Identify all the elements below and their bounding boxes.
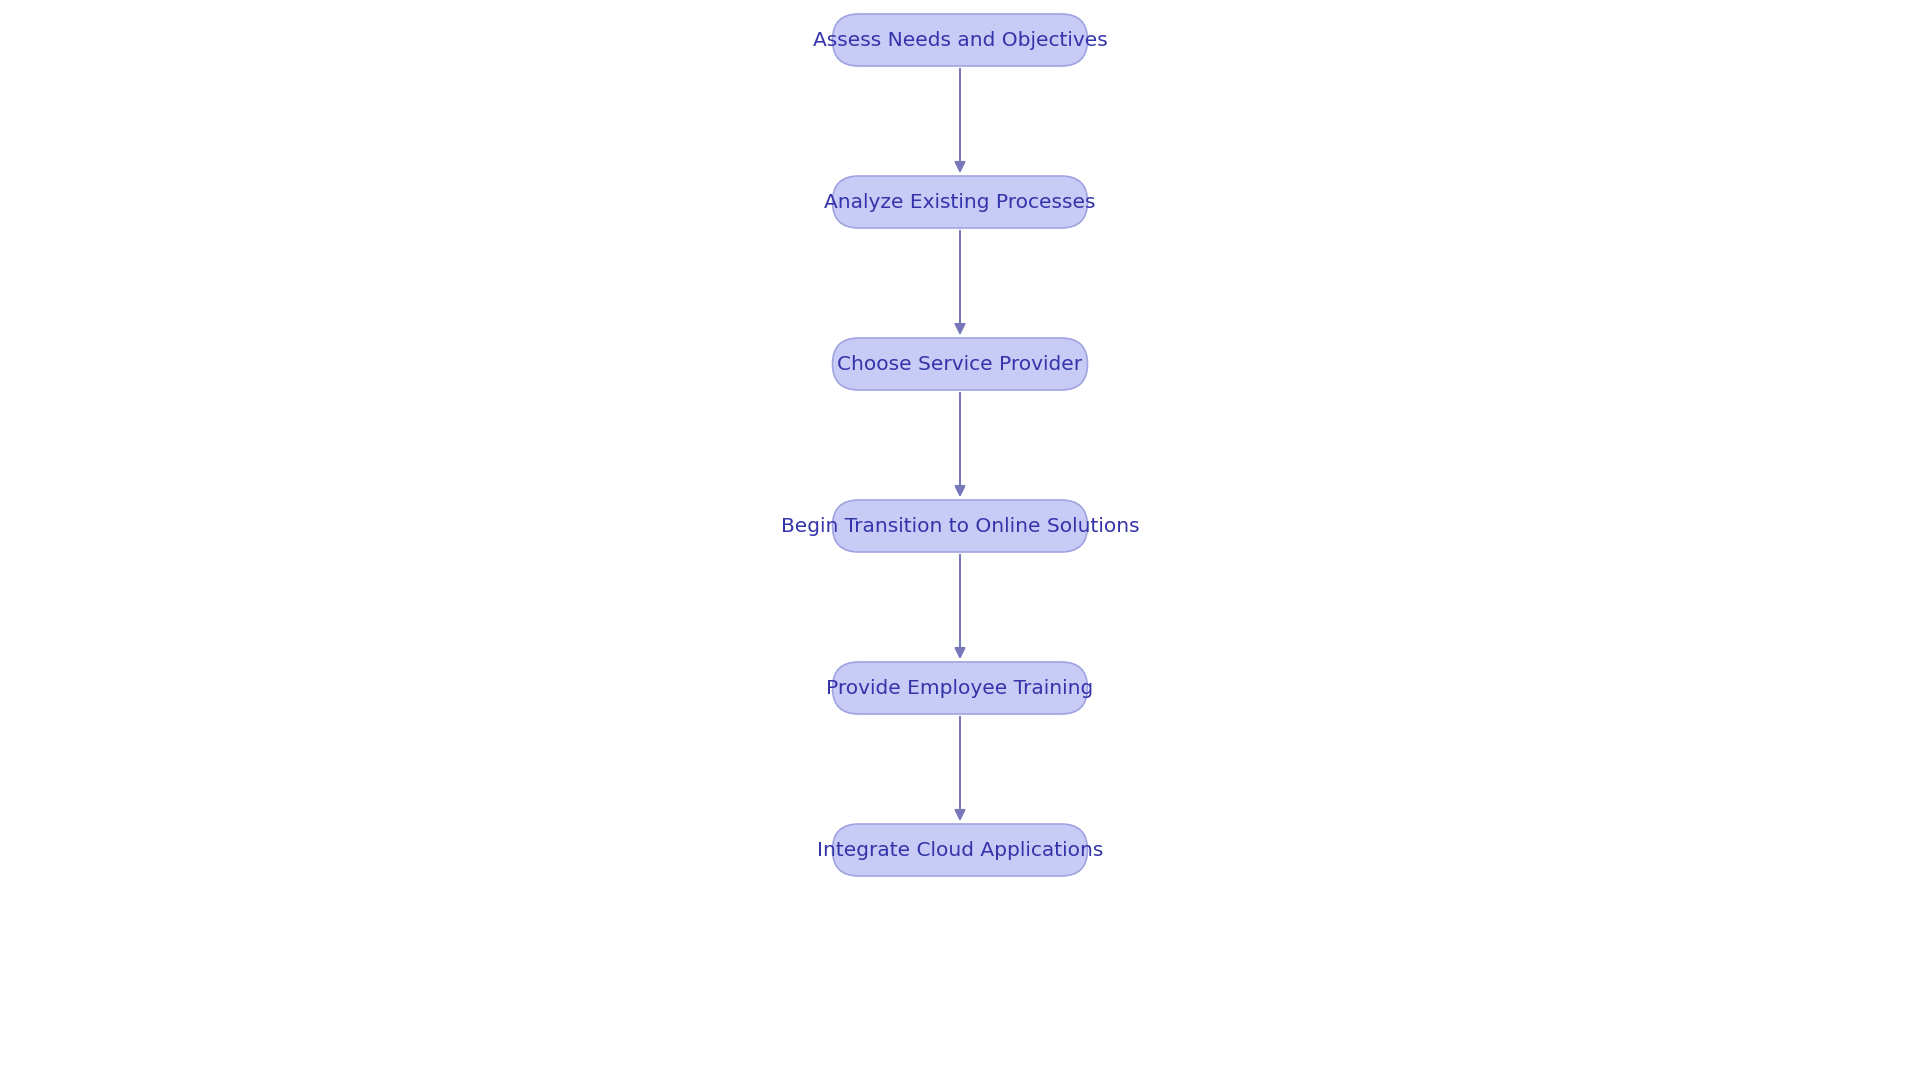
FancyBboxPatch shape: [833, 824, 1087, 876]
Text: Assess Needs and Objectives: Assess Needs and Objectives: [812, 30, 1108, 50]
FancyBboxPatch shape: [833, 500, 1087, 552]
FancyBboxPatch shape: [833, 338, 1087, 390]
FancyBboxPatch shape: [833, 662, 1087, 714]
FancyBboxPatch shape: [833, 177, 1087, 229]
Text: Choose Service Provider: Choose Service Provider: [837, 354, 1083, 374]
Text: Provide Employee Training: Provide Employee Training: [826, 679, 1094, 697]
Text: Begin Transition to Online Solutions: Begin Transition to Online Solutions: [781, 517, 1139, 535]
FancyBboxPatch shape: [833, 14, 1087, 66]
Text: Analyze Existing Processes: Analyze Existing Processes: [824, 193, 1096, 211]
Text: Integrate Cloud Applications: Integrate Cloud Applications: [816, 840, 1104, 860]
